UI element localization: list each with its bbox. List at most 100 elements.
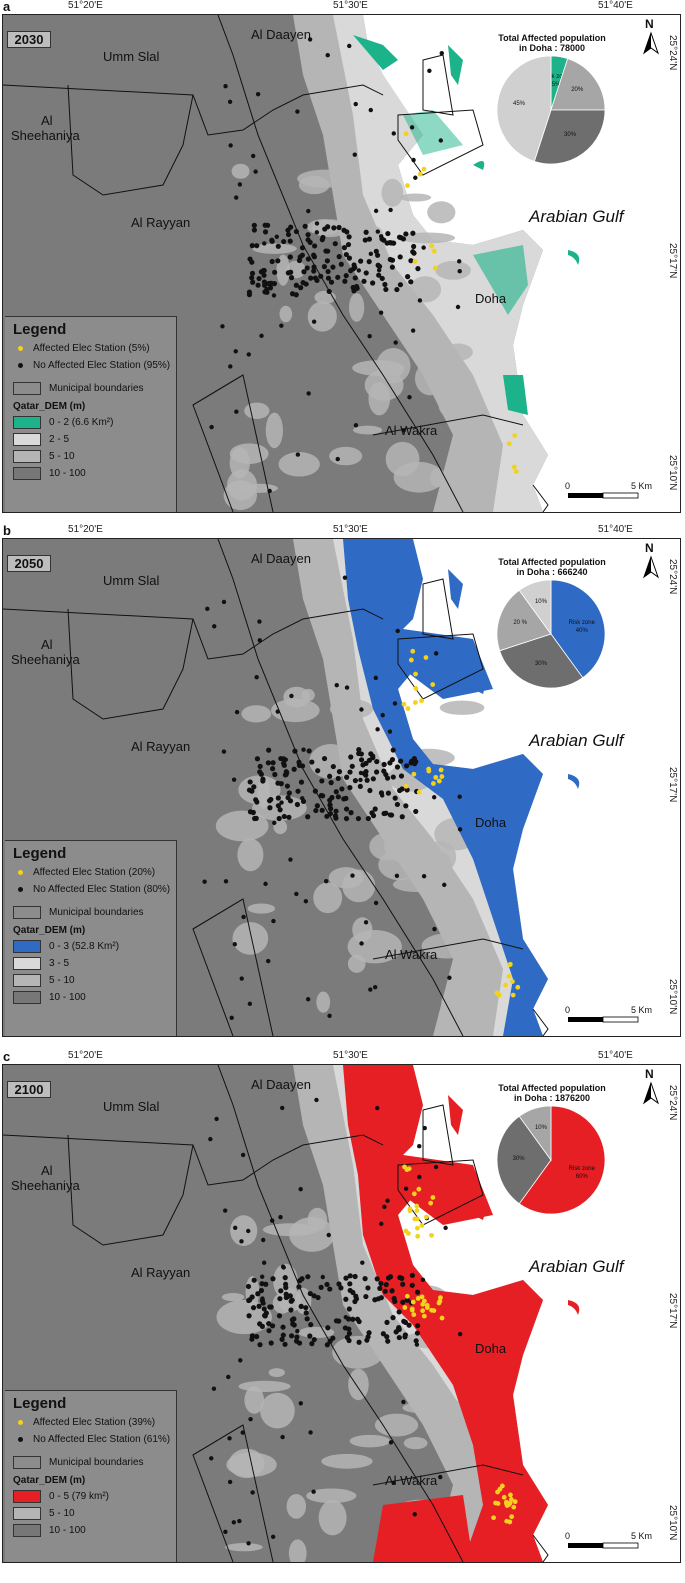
- legend-affected-label: Affected Elec Station (20%): [33, 867, 156, 878]
- legend-swatch: [13, 940, 41, 953]
- legend-not-affected-label: No Affected Elec Station (95%): [33, 360, 171, 371]
- map-frame[interactable]: Risk zone 5% 20% 30% 45% 2030 Umm Slal Al Da…: [2, 14, 681, 513]
- municipal-boundaries: [3, 15, 549, 512]
- map-legend: Legend Affected Elec Station (20%) No Af…: [5, 840, 177, 1036]
- legend-title: Legend: [13, 321, 67, 338]
- legend-dem-class: 0 - 5 (79 km²): [5, 1488, 176, 1505]
- flood-map[interactable]: Risk zone 5% 20% 30% 45%: [3, 15, 680, 512]
- place-al-rayyan: Al Rayyan: [131, 739, 191, 754]
- legend-dem-class: 5 - 10: [5, 1505, 176, 1522]
- pie-slice-label: 10%: [535, 1125, 548, 1131]
- map-frame[interactable]: Risk zone 40% 30% 20 % 10% 2050 Umm Slal Al …: [2, 538, 681, 1037]
- lon-tick: 51°20'E: [68, 524, 103, 535]
- place-umm-slal: Umm Slal: [103, 1099, 160, 1114]
- legend-swatch: [13, 991, 41, 1004]
- legend-swatch: [13, 416, 41, 429]
- legend-not-affected-label: No Affected Elec Station (61%): [33, 1434, 171, 1445]
- scale-five: 5 Km: [631, 1531, 653, 1541]
- island: [568, 1300, 580, 1315]
- legend-dem-class: 5 - 10: [5, 972, 176, 989]
- pie-title-line: Total Affected population: [498, 1083, 606, 1093]
- scale-zero: 0: [565, 1005, 571, 1015]
- pie-slice: [550, 58, 606, 111]
- pie-title: Total Affected population in Doha : 6662…: [477, 557, 627, 577]
- pie-slice-pct: 60%: [576, 1174, 589, 1180]
- not-affected-dot-icon: [18, 887, 23, 892]
- place-arabian-gulf: Arabian Gulf: [529, 207, 624, 226]
- pie-slice-pct: 5%: [552, 82, 561, 88]
- map-panel-2050: b 51°20'E 51°30'E 51°40'E Risk zone 40% 30…: [0, 523, 685, 1044]
- place-umm-slal: Umm Slal: [103, 573, 160, 588]
- legend-dem-label: 3 - 5: [49, 958, 70, 969]
- pie-slice-label: 30%: [535, 661, 548, 667]
- panel-letter: c: [3, 1049, 11, 1064]
- boundary-swatch: [13, 1456, 41, 1469]
- north-arrow-icon: [643, 1081, 659, 1105]
- pie-slice: [496, 1115, 552, 1205]
- lat-tick: 25°10'N: [667, 979, 678, 1015]
- lat-tick: 25°24'N: [667, 1085, 678, 1121]
- place-al-sheehaniya: Al: [41, 113, 53, 128]
- map-legend: Legend Affected Elec Station (5%) No Aff…: [5, 316, 177, 512]
- flood-risk-zone: [343, 1065, 548, 1562]
- island: [448, 1095, 463, 1135]
- place-doha: Doha: [475, 815, 507, 830]
- pie-slice-label: 20 %: [513, 620, 527, 626]
- legend-not-affected: No Affected Elec Station (80%): [5, 881, 176, 898]
- legend-dem-class: 0 - 3 (52.8 Km²): [5, 938, 176, 955]
- legend-not-affected-label: No Affected Elec Station (80%): [33, 884, 171, 895]
- scale-zero: 0: [565, 1531, 571, 1541]
- map-panel-2030: a 51°20'E 51°30'E 51°40'E Risk zone 5% 20%…: [0, 0, 685, 520]
- place-al-daayen: Al Daayen: [251, 551, 311, 566]
- legend-affected: Affected Elec Station (5%): [5, 340, 176, 357]
- legend-dem-label: 10 - 100: [49, 468, 86, 479]
- pie-slice: [496, 589, 552, 652]
- lat-tick: 25°24'N: [667, 35, 678, 71]
- pie-slice: [518, 1105, 552, 1162]
- place-doha: Doha: [475, 1341, 507, 1356]
- legend-dem-class: 10 - 100: [5, 1522, 176, 1539]
- lat-tick: 25°17'N: [667, 1293, 678, 1329]
- place-al-sheehaniya: Sheehaniya: [11, 652, 80, 667]
- legend-not-affected: No Affected Elec Station (95%): [5, 357, 176, 374]
- place-al-sheehaniya: Al: [41, 637, 53, 652]
- pie-title: Total Affected population in Doha : 1876…: [477, 1083, 627, 1103]
- north-label: N: [645, 1067, 654, 1081]
- legend-dem-label: 0 - 2 (6.6 Km²): [49, 417, 114, 428]
- legend-dem-label: 5 - 10: [49, 451, 75, 462]
- legend-swatch: [13, 1524, 41, 1537]
- north-arrow-icon: [643, 555, 659, 579]
- place-al-sheehaniya: Sheehaniya: [11, 1178, 80, 1193]
- scale-five: 5 Km: [631, 1005, 653, 1015]
- north-arrow-icon: [643, 31, 659, 55]
- scale-bar: [568, 492, 639, 499]
- elec-stations: [202, 575, 521, 1020]
- legend-swatch: [13, 974, 41, 987]
- affected-population-pie: Risk zone 60% 30% 10%: [496, 1105, 606, 1215]
- legend-title: Legend: [13, 1395, 67, 1412]
- affected-population-pie: Risk zone 40% 30% 20 % 10%: [496, 579, 606, 689]
- pie-slice-label: 10%: [535, 599, 548, 605]
- scale-five: 5 Km: [631, 481, 653, 491]
- map-frame[interactable]: Risk zone 60% 30% 10% 2100 Umm Slal Al Daay…: [2, 1064, 681, 1563]
- legend-title: Legend: [13, 845, 67, 862]
- island: [473, 685, 485, 694]
- pie-title: Total Affected population in Doha : 7800…: [477, 33, 627, 53]
- pie-slice: [518, 579, 552, 636]
- place-arabian-gulf: Arabian Gulf: [529, 1257, 624, 1276]
- scale-bar: [568, 1542, 639, 1549]
- pie-slice-label: 45%: [513, 101, 526, 107]
- pie-slice-label: Risk zone: [569, 620, 596, 626]
- legend-affected-label: Affected Elec Station (5%): [33, 343, 150, 354]
- elec-stations: [209, 37, 519, 494]
- place-al-wakra: Al Wakra: [385, 947, 438, 962]
- scenario-year: 2030: [7, 31, 51, 48]
- legend-affected: Affected Elec Station (39%): [5, 1414, 176, 1431]
- pie-slice: [499, 633, 584, 689]
- lon-tick: 51°40'E: [598, 1050, 633, 1061]
- place-al-sheehaniya: Al: [41, 1163, 53, 1178]
- place-al-daayen: Al Daayen: [251, 27, 311, 42]
- panel-letter: a: [3, 0, 11, 14]
- island: [473, 1211, 485, 1220]
- not-affected-dot-icon: [18, 1437, 23, 1442]
